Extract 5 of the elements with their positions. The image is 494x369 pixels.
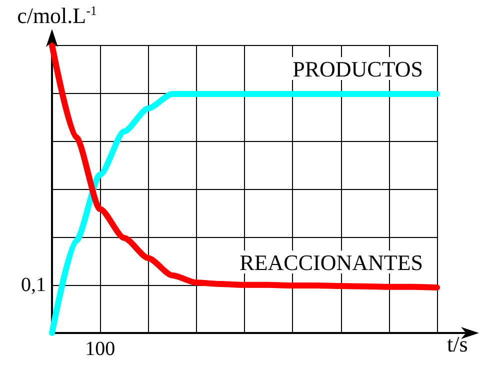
series-label: PRODUCTOS xyxy=(292,56,423,82)
series-label: REACCIONANTES xyxy=(240,250,423,275)
text: 100 xyxy=(85,338,116,360)
text: 0,1 xyxy=(21,274,46,296)
x-axis-title: t/s xyxy=(447,332,468,356)
